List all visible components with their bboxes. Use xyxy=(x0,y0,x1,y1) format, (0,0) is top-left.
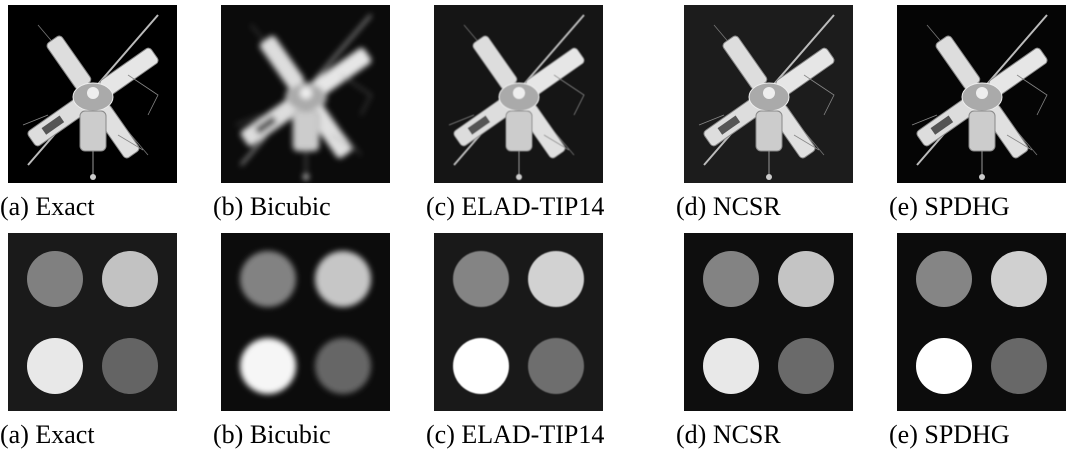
image-panel xyxy=(434,233,603,411)
image-panel xyxy=(8,233,177,411)
image-panel xyxy=(8,5,177,183)
disc xyxy=(778,251,834,307)
disc xyxy=(703,251,759,307)
disc xyxy=(27,251,83,307)
caption: (a) Exact xyxy=(0,420,95,449)
image-panel xyxy=(684,233,853,411)
caption: (e) SPDHG xyxy=(889,192,1010,221)
disc xyxy=(315,251,371,307)
caption: (e) SPDHG xyxy=(889,420,1010,449)
image-panel xyxy=(897,233,1066,411)
disc xyxy=(991,251,1047,307)
disc xyxy=(528,338,584,394)
image-panel xyxy=(897,5,1066,183)
image-panel xyxy=(221,233,390,411)
disc xyxy=(102,338,158,394)
image-background xyxy=(221,233,390,411)
image-background xyxy=(897,233,1066,411)
image-panel xyxy=(684,5,853,183)
disc xyxy=(240,251,296,307)
caption: (c) ELAD-TIP14 xyxy=(426,192,604,221)
caption: (d) NCSR xyxy=(676,420,781,449)
disc xyxy=(102,251,158,307)
disc xyxy=(991,338,1047,394)
disc xyxy=(916,338,972,394)
disc xyxy=(778,338,834,394)
caption: (b) Bicubic xyxy=(213,420,331,449)
image-panel xyxy=(434,5,603,183)
disc xyxy=(453,338,509,394)
caption: (b) Bicubic xyxy=(213,192,331,221)
image-background xyxy=(684,233,853,411)
image-background xyxy=(8,233,177,411)
figure: (a) Exact (b) Bicubic (c) ELAD-TIP14 (d) NC… xyxy=(0,0,1071,458)
disc xyxy=(27,338,83,394)
disc xyxy=(703,338,759,394)
disc xyxy=(315,338,371,394)
disc xyxy=(916,251,972,307)
caption: (d) NCSR xyxy=(676,192,781,221)
caption: (a) Exact xyxy=(0,192,95,221)
disc xyxy=(453,251,509,307)
caption: (c) ELAD-TIP14 xyxy=(426,420,604,449)
image-panel xyxy=(221,5,390,183)
disc xyxy=(240,338,296,394)
disc xyxy=(528,251,584,307)
image-background xyxy=(434,233,603,411)
